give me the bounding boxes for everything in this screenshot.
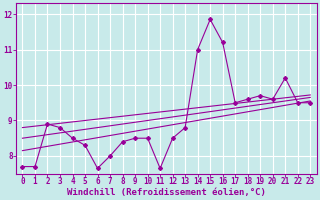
X-axis label: Windchill (Refroidissement éolien,°C): Windchill (Refroidissement éolien,°C): [67, 188, 266, 197]
